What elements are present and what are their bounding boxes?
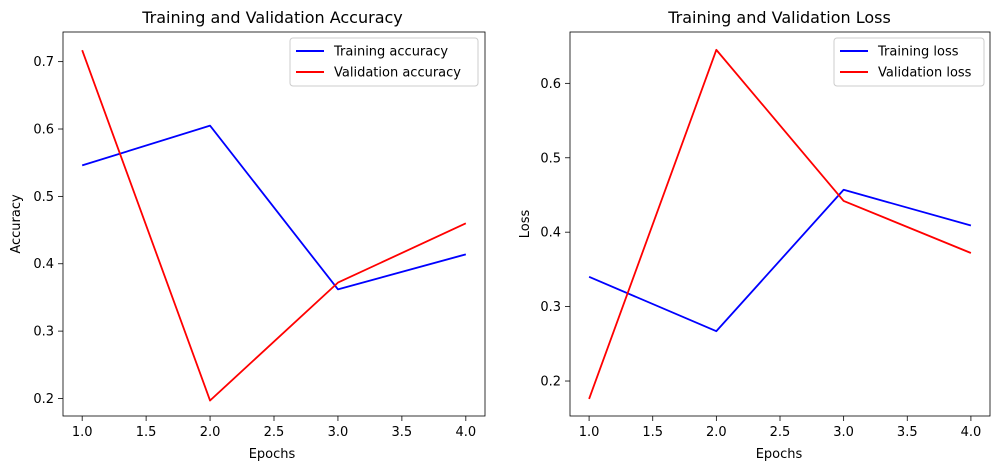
y-tick-label: 0.6 <box>33 123 54 138</box>
x-tick-label: 3.0 <box>328 425 349 440</box>
y-tick-label: 0.2 <box>540 375 561 390</box>
x-tick-label: 4.0 <box>961 425 982 440</box>
plot-area <box>62 31 486 417</box>
loss-chart: Training and Validation Loss 1.0 1.5 2.0 2.… <box>518 8 991 462</box>
x-axis: 1.0 1.5 2.0 2.5 3.0 3.5 4.0 <box>72 416 476 440</box>
y-axis-label: Accuracy <box>9 194 24 254</box>
y-tick-label: 0.6 <box>540 77 561 92</box>
series-lines <box>81 49 467 402</box>
validation-series-line <box>81 49 467 402</box>
x-tick-label: 2.5 <box>770 425 791 440</box>
legend-label-training: Training accuracy <box>333 45 448 60</box>
x-axis-label: Epochs <box>756 447 803 462</box>
accuracy-chart: Training and Validation Accuracy 1.0 1.5 2… <box>9 8 486 462</box>
y-tick-label: 0.3 <box>540 300 561 315</box>
legend: Training accuracy Validation accuracy <box>289 37 479 87</box>
x-tick-label: 2.5 <box>264 425 285 440</box>
y-axis: 0.2 0.3 0.4 0.5 0.6 0.7 <box>33 55 63 407</box>
y-axis-label: Loss <box>518 210 533 239</box>
chart-title: Training and Validation Accuracy <box>141 8 403 27</box>
x-tick-label: 4.0 <box>455 425 476 440</box>
x-tick-label: 1.0 <box>72 425 93 440</box>
y-tick-label: 0.4 <box>540 226 561 241</box>
y-tick-label: 0.7 <box>33 55 54 70</box>
legend: Training loss Validation loss <box>833 37 985 87</box>
x-tick-label: 1.5 <box>136 425 157 440</box>
legend-label-training: Training loss <box>877 45 959 60</box>
y-tick-label: 0.3 <box>33 325 54 340</box>
plot-area <box>569 31 991 417</box>
series-lines <box>588 48 972 400</box>
legend-frame <box>833 37 985 87</box>
legend-frame <box>289 37 479 87</box>
y-tick-label: 0.4 <box>33 257 54 272</box>
legend-label-validation: Validation loss <box>878 66 972 81</box>
y-tick-label: 0.5 <box>33 190 54 205</box>
x-tick-label: 3.5 <box>897 425 918 440</box>
y-tick-label: 0.5 <box>540 151 561 166</box>
x-tick-label: 2.0 <box>200 425 221 440</box>
legend-label-validation: Validation accuracy <box>334 66 461 81</box>
chart-title: Training and Validation Loss <box>667 8 891 27</box>
y-axis: 0.2 0.3 0.4 0.5 0.6 <box>540 77 570 390</box>
training-series-line <box>81 124 467 291</box>
x-axis-label: Epochs <box>249 447 296 462</box>
x-tick-label: 1.0 <box>579 425 600 440</box>
validation-series-line <box>588 48 972 400</box>
training-series-line <box>588 188 972 333</box>
x-tick-label: 3.5 <box>392 425 413 440</box>
x-tick-label: 3.0 <box>833 425 854 440</box>
y-tick-label: 0.2 <box>33 392 54 407</box>
x-tick-label: 2.0 <box>706 425 727 440</box>
x-axis: 1.0 1.5 2.0 2.5 3.0 3.5 4.0 <box>579 416 982 440</box>
x-tick-label: 1.5 <box>642 425 663 440</box>
